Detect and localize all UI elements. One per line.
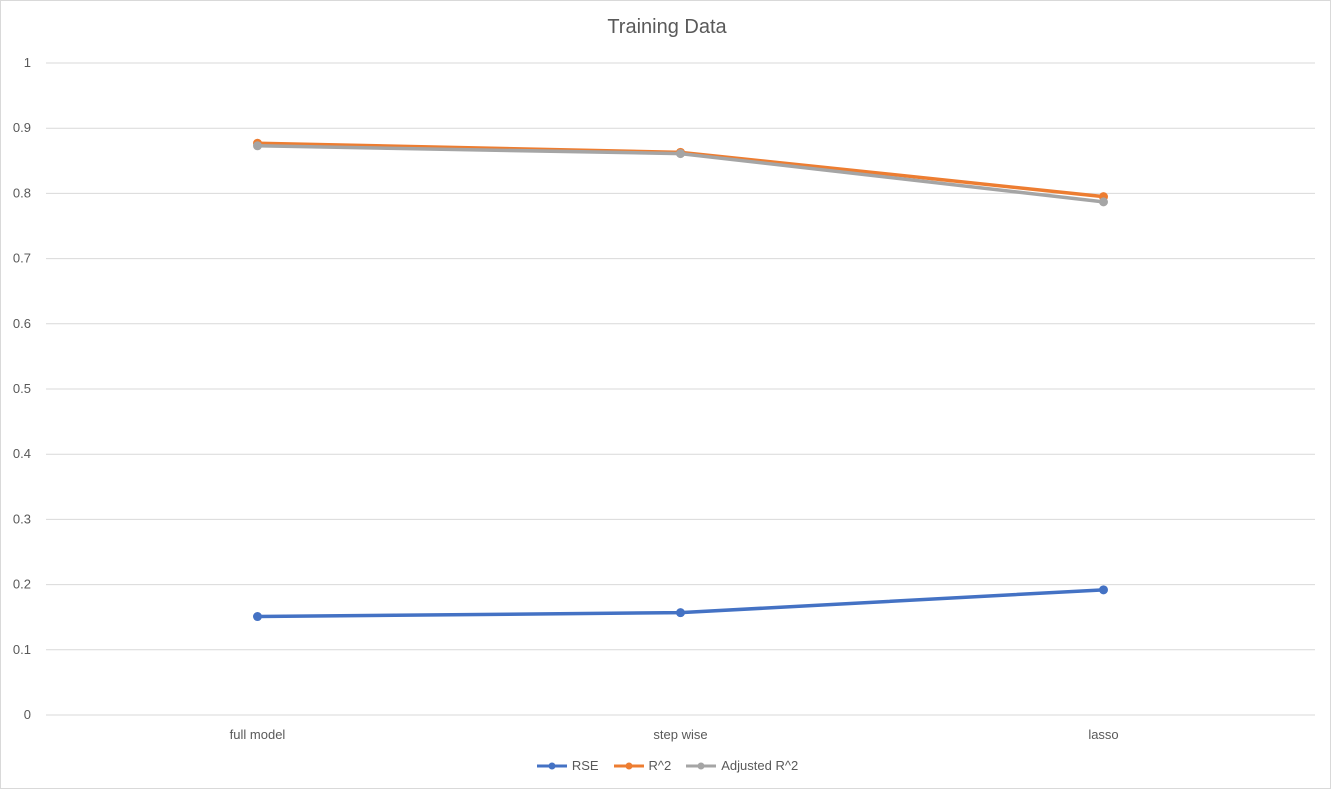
y-tick-label: 0.4	[13, 446, 31, 461]
data-point	[1099, 585, 1108, 595]
y-tick-label: 1	[24, 55, 31, 70]
y-tick-label: 0.9	[13, 120, 31, 135]
legend-swatch	[536, 762, 567, 769]
y-axis-tick-labels: 0 0.1 0.2 0.3 0.4 0.5 0.6 0.7 0.8 0.9 1	[13, 55, 31, 722]
x-tick-label: step wise	[653, 727, 707, 742]
data-point	[253, 612, 262, 622]
legend-swatch-marker	[625, 762, 633, 769]
legend-swatch	[613, 762, 644, 769]
legend-label: Adjusted R^2	[721, 758, 799, 773]
y-tick-label: 0.1	[13, 642, 31, 657]
y-tick-label: 0.3	[13, 511, 31, 526]
legend-swatch-marker	[548, 762, 556, 769]
chart-title: Training Data	[607, 16, 727, 38]
data-point	[676, 149, 685, 159]
y-tick-label: 0.7	[13, 251, 31, 266]
y-tick-label: 0	[24, 707, 31, 722]
legend-item: Adjusted R^2	[685, 758, 798, 773]
x-tick-label: lasso	[1088, 727, 1118, 742]
x-axis-tick-labels: full model step wise lasso	[230, 727, 1119, 742]
y-tick-label: 0.2	[13, 577, 31, 592]
legend-swatch	[686, 762, 717, 769]
series-lines	[253, 138, 1108, 622]
y-tick-label: 0.6	[13, 316, 31, 331]
gridlines	[46, 62, 1315, 716]
data-point	[253, 141, 262, 151]
legend-label: RSE	[571, 758, 599, 773]
x-tick-label: full model	[230, 727, 286, 742]
y-tick-label: 0.8	[13, 185, 31, 200]
legend-item: R^2	[613, 758, 672, 773]
y-tick-label: 0.5	[13, 381, 31, 396]
legend-swatch-marker	[697, 762, 705, 769]
legend-label: R^2	[648, 758, 672, 773]
legend-item: RSE	[536, 758, 599, 773]
data-point	[676, 608, 685, 618]
legend: RSE R^2 Adjusted R^2	[1, 758, 1332, 773]
data-point	[1099, 197, 1108, 207]
